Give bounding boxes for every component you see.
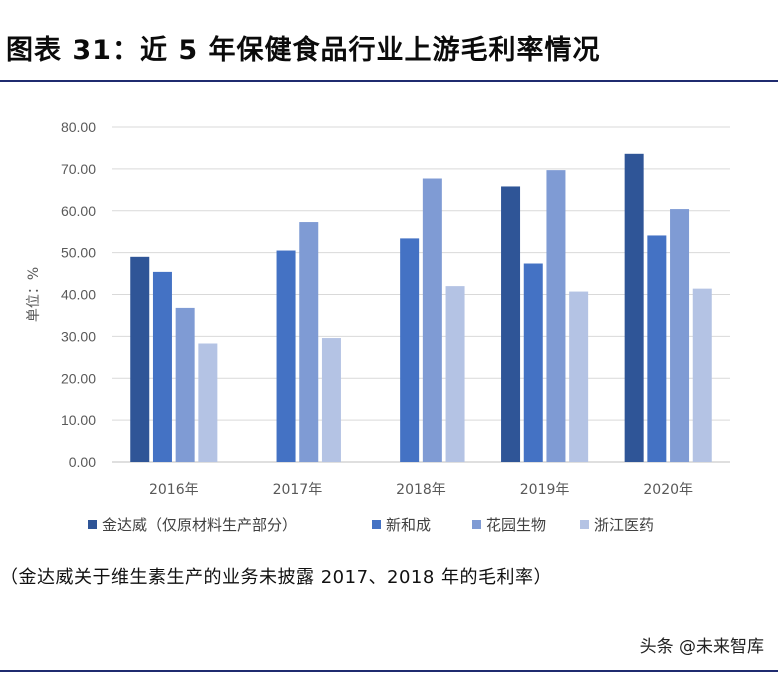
y-tick-label: 70.00 [61,161,96,177]
bar [569,291,589,462]
title-divider [0,80,778,82]
legend-swatch [372,520,381,529]
y-tick-label: 80.00 [61,119,96,135]
bar [130,256,150,462]
x-tick-label: 2019年 [520,482,570,498]
watermark: 头条 @未来智库 [640,632,764,657]
x-tick-label: 2016年 [149,482,199,498]
footnote: （金达威关于维生素生产的业务未披露 2017、2018 年的毛利率） [0,567,553,588]
x-tick-label: 2017年 [273,482,323,498]
y-tick-label: 20.00 [61,370,96,386]
y-tick-label: 0.00 [69,454,96,470]
watermark-text: 头条 @未来智库 [639,637,764,657]
bar [624,153,644,463]
bar [647,235,667,462]
bar [152,271,172,462]
bar [445,286,465,462]
bar-chart: 0.00 10.00 20.00 30.00 40.00 50.00 60.00 70.00 8… [26,119,730,534]
x-tick-label: 2020年 [643,482,693,498]
legend-swatch [88,520,97,529]
bar [175,307,195,462]
bar [523,263,543,462]
x-tick-label: 2018年 [396,482,446,498]
bar [501,186,521,462]
page-title: 图表 31：近 5 年保健食品行业上游毛利率情况 [6,35,601,66]
bottom-divider [0,670,778,672]
bar [198,343,218,462]
legend-label: 浙江医药 [594,516,654,534]
y-tick-label: 30.00 [61,328,96,344]
title-row: 图表 31：近 5 年保健食品行业上游毛利率情况 [0,0,778,80]
y-axis-label: 单位：% [26,267,42,322]
legend-label: 花园生物 [486,516,546,534]
bar [546,170,566,462]
y-tick-label: 60.00 [61,203,96,219]
bar [276,250,296,462]
legend-swatch [580,520,589,529]
bar [400,238,420,462]
y-tick-label: 40.00 [61,287,96,303]
legend-label: 新和成 [386,516,431,534]
y-tick-label: 10.00 [61,412,96,428]
y-tick-label: 50.00 [61,245,96,261]
legend-swatch [472,520,481,529]
chart-area: 0.00 10.00 20.00 30.00 40.00 50.00 60.00 70.00 8… [0,90,778,560]
bar [670,209,690,462]
bar [692,288,712,462]
legend-label: 金达威（仅原材料生产部分） [102,516,297,534]
bar [299,222,319,462]
bar [422,178,442,462]
bar [321,338,341,462]
